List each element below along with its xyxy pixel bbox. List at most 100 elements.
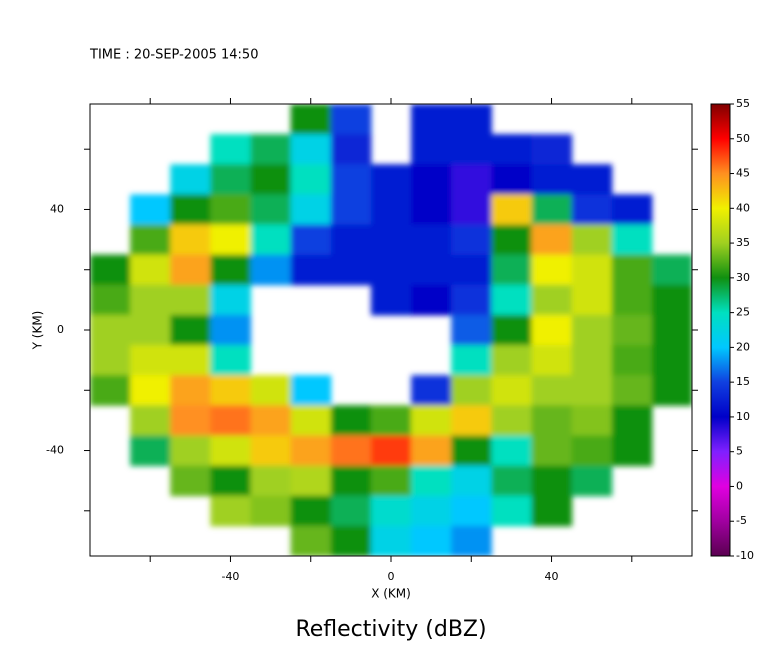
cell: [290, 435, 332, 467]
y-axis-label: Y (KM): [31, 311, 45, 351]
cell: [250, 435, 292, 467]
colorbar-tick-label: 30: [736, 271, 750, 284]
cell: [531, 254, 573, 286]
cell: [290, 465, 332, 497]
colorbar-tick-label: 0: [736, 479, 743, 492]
cell: [330, 254, 372, 286]
cell: [491, 284, 532, 316]
cell: [491, 164, 532, 195]
cell: [531, 284, 573, 316]
colorbar-tick-label: 35: [736, 236, 750, 249]
cell: [411, 254, 452, 286]
x-tick-label: 40: [545, 570, 559, 583]
colorbar-tick-label: 25: [736, 306, 750, 319]
cell: [210, 314, 252, 346]
cell: [411, 284, 452, 316]
colorbar-tick-label: 45: [736, 167, 750, 180]
cell: [210, 254, 252, 286]
cell: [411, 525, 452, 556]
cell: [90, 375, 131, 406]
cell: [210, 164, 252, 195]
colorbar-tick-label: 55: [736, 97, 750, 110]
cell: [451, 284, 492, 316]
cell: [451, 375, 492, 406]
cell: [370, 254, 412, 286]
colorbar-tick-label: 40: [736, 201, 750, 214]
cell: [330, 134, 372, 165]
cell: [651, 284, 692, 316]
cell: [370, 164, 412, 195]
cell: [290, 134, 332, 165]
cell: [571, 194, 613, 226]
cell: [210, 375, 252, 406]
cell: [330, 104, 372, 135]
cell: [451, 164, 492, 195]
cell: [210, 405, 252, 436]
cell: [411, 465, 452, 497]
cell: [611, 224, 653, 256]
cell: [571, 284, 613, 316]
cell: [491, 314, 532, 346]
cell: [571, 375, 613, 406]
cell: [370, 465, 412, 497]
cell: [451, 224, 492, 256]
cell: [531, 495, 573, 527]
cell: [90, 254, 131, 286]
cell: [130, 435, 171, 467]
cell: [210, 284, 252, 316]
cell: [330, 164, 372, 195]
cell: [451, 134, 492, 165]
cell: [90, 284, 131, 316]
cell: [290, 224, 332, 256]
cell: [531, 164, 573, 195]
cell: [370, 194, 412, 226]
cell: [370, 525, 412, 556]
cell: [411, 134, 452, 165]
cell: [250, 224, 292, 256]
cell: [411, 405, 452, 436]
cell: [210, 495, 252, 527]
field: [90, 104, 692, 556]
cell: [170, 375, 211, 406]
cell: [491, 254, 532, 286]
cell: [170, 164, 211, 195]
cell: [491, 465, 532, 497]
cell: [130, 194, 171, 226]
x-tick-label: -40: [221, 570, 239, 583]
cell: [330, 194, 372, 226]
cell: [290, 254, 332, 286]
cell: [451, 345, 492, 376]
colorbar-tick-label: 50: [736, 132, 750, 145]
cell: [370, 435, 412, 467]
chart-title: Reflectivity (dBZ): [295, 617, 486, 642]
cell: [411, 375, 452, 406]
cell: [531, 465, 573, 497]
colorbar-tick-label: 20: [736, 340, 750, 353]
cell: [250, 495, 292, 527]
cell: [170, 314, 211, 346]
cell: [250, 405, 292, 436]
colorbar-tick-label: 10: [736, 410, 750, 423]
cell: [370, 224, 412, 256]
cell: [531, 224, 573, 256]
cell: [451, 194, 492, 226]
cell: [451, 254, 492, 286]
cell: [210, 134, 252, 165]
y-tick-label: 0: [57, 323, 64, 336]
cell: [651, 375, 692, 406]
cell: [250, 194, 292, 226]
cell: [491, 194, 532, 226]
cell: [170, 284, 211, 316]
cell: [130, 375, 171, 406]
cell: [170, 254, 211, 286]
colorbar-tick-label: 15: [736, 375, 750, 388]
cell: [651, 254, 692, 286]
cell: [90, 345, 131, 376]
colorbar-tick-label: -5: [736, 514, 747, 527]
cell: [210, 224, 252, 256]
cell: [531, 314, 573, 346]
cell: [571, 164, 613, 195]
cell: [370, 405, 412, 436]
cell: [330, 224, 372, 256]
cell: [330, 435, 372, 467]
